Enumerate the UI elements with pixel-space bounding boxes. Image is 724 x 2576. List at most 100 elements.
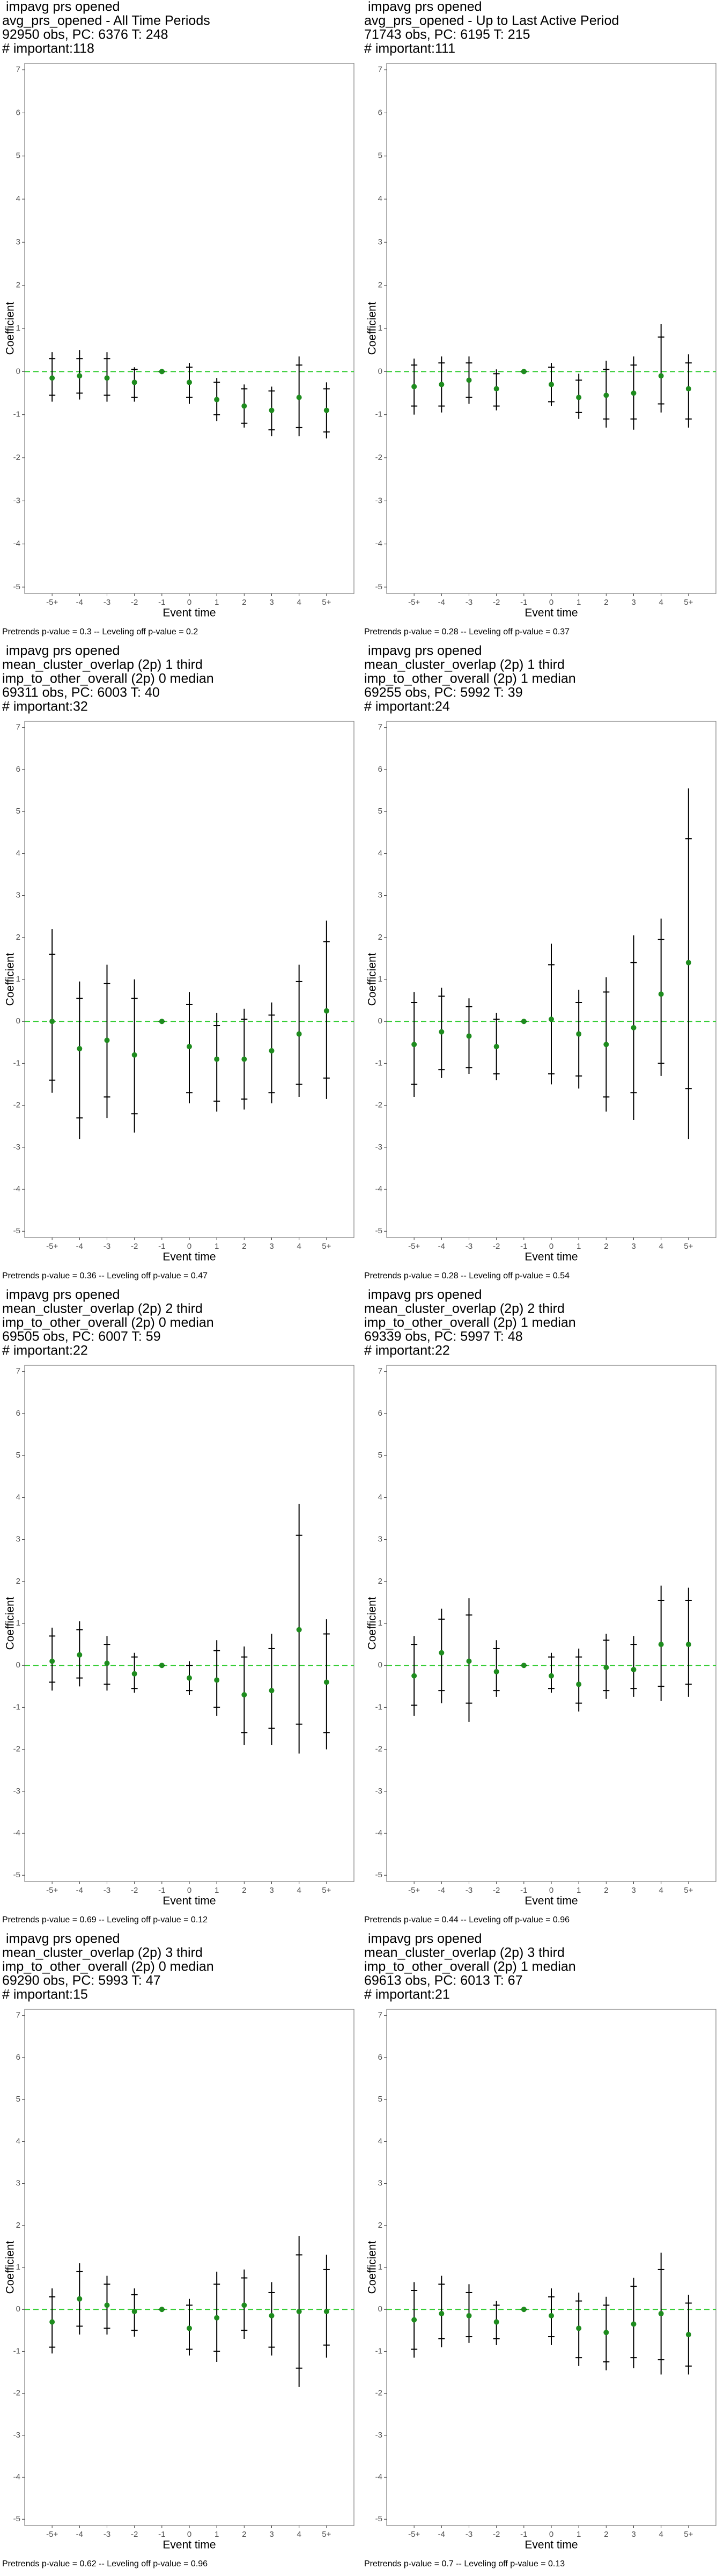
x-tick-label: -3	[466, 1886, 472, 1895]
y-tick-label: 2	[16, 2221, 20, 2230]
y-tick-label: -2	[13, 2389, 20, 2398]
y-tick-label: 0	[16, 2304, 20, 2314]
estimate-point	[241, 2302, 247, 2308]
chart-title-line: 71743 obs, PC: 6195 T: 215	[364, 27, 530, 42]
y-tick-label: 0	[378, 367, 382, 376]
estimate-point	[685, 2332, 691, 2338]
y-tick-label: -1	[375, 2346, 382, 2355]
y-axis-label: Coefficient	[366, 953, 379, 1006]
y-tick-label: -1	[13, 1702, 20, 1711]
x-tick-label: -4	[76, 1886, 83, 1895]
y-axis-label: Coefficient	[366, 1597, 379, 1650]
estimate-point	[241, 1056, 247, 1062]
x-axis-label: Event time	[524, 1251, 578, 1263]
chart-title-line: mean_cluster_overlap (2p) 3 third	[2, 1945, 203, 1960]
y-tick-label: 0	[378, 1660, 382, 1670]
x-axis-label: Event time	[524, 607, 578, 619]
estimate-point	[631, 390, 637, 396]
y-tick-label: -2	[13, 1745, 20, 1754]
footnote: Pretrends p-value = 0.28 -- Leveling off…	[364, 1271, 570, 1280]
x-tick-label: 3	[269, 1886, 274, 1895]
estimate-point	[411, 2317, 417, 2323]
x-axis-label: Event time	[524, 1895, 578, 1907]
y-tick-label: 2	[378, 933, 382, 942]
y-tick-label: 4	[378, 1492, 382, 1502]
estimate-point	[549, 1673, 554, 1679]
y-tick-label: 0	[16, 367, 20, 376]
y-tick-label: 4	[378, 2136, 382, 2146]
plot-frame	[386, 63, 716, 594]
y-tick-label: -4	[13, 539, 20, 548]
estimate-point	[549, 2312, 554, 2318]
chart-title-line: impavg prs opened	[364, 1931, 482, 1946]
x-tick-label: -3	[466, 2530, 472, 2539]
estimate-point	[658, 1642, 664, 1648]
chart-title-line: 69311 obs, PC: 6003 T: 40	[2, 685, 160, 700]
estimate-point	[411, 1673, 417, 1679]
chart-title-line: 92950 obs, PC: 6376 T: 248	[2, 27, 168, 42]
chart-title-line: mean_cluster_overlap (2p) 3 third	[364, 1945, 565, 1960]
x-tick-label: 0	[549, 1886, 553, 1895]
y-tick-label: 0	[378, 1016, 382, 1026]
y-tick-label: 5	[16, 2095, 20, 2104]
chart-title-line: 69255 obs, PC: 5992 T: 39	[364, 685, 523, 700]
x-tick-label: -4	[76, 2530, 83, 2539]
chart-title-line: # important:32	[2, 699, 88, 714]
y-tick-label: -1	[13, 1058, 20, 1067]
y-tick-label: 1	[378, 2263, 382, 2272]
y-tick-label: 3	[16, 237, 20, 246]
estimate-point	[576, 2325, 582, 2331]
footnote: Pretrends p-value = 0.69 -- Leveling off…	[2, 1915, 208, 1924]
footnote: Pretrends p-value = 0.62 -- Leveling off…	[2, 2559, 208, 2568]
estimate-point	[214, 2315, 220, 2321]
estimate-point	[131, 1671, 137, 1677]
y-tick-label: -4	[375, 1184, 382, 1194]
estimate-point	[631, 1024, 637, 1030]
x-tick-label: -1	[520, 1886, 527, 1895]
y-axis-label: Coefficient	[4, 1597, 17, 1650]
y-tick-label: 5	[16, 807, 20, 816]
y-tick-label: 2	[16, 1577, 20, 1586]
chart-title-line: impavg prs opened	[2, 0, 120, 14]
estimate-point	[493, 1044, 499, 1050]
estimate-point	[131, 379, 137, 385]
estimate-point	[439, 382, 445, 387]
y-tick-label: -3	[13, 1143, 20, 1152]
y-tick-label: -1	[375, 410, 382, 419]
chart-title-line: mean_cluster_overlap (2p) 2 third	[364, 1301, 565, 1316]
estimate-point	[603, 2330, 609, 2336]
y-tick-label: 1	[378, 324, 382, 333]
chart-title-line: 69339 obs, PC: 5997 T: 48	[364, 1329, 523, 1344]
estimate-point	[77, 373, 83, 379]
x-tick-label: 5+	[322, 598, 331, 607]
estimate-point	[131, 2309, 137, 2315]
chart-title-line: 69613 obs, PC: 6013 T: 67	[364, 1973, 523, 1988]
x-tick-label: 4	[659, 598, 663, 607]
y-tick-label: 5	[16, 151, 20, 160]
estimate-point	[521, 2307, 527, 2312]
estimate-point	[49, 1019, 55, 1024]
y-tick-label: 4	[16, 194, 20, 203]
x-tick-label: -4	[76, 598, 83, 607]
y-tick-label: 3	[378, 891, 382, 900]
estimate-point	[323, 2309, 329, 2315]
estimate-point	[439, 2311, 445, 2317]
estimate-point	[187, 1044, 192, 1050]
x-tick-label: -2	[131, 1242, 138, 1251]
x-tick-label: -1	[520, 2530, 527, 2539]
x-tick-label: -2	[493, 598, 500, 607]
estimate-point	[603, 1665, 609, 1671]
y-tick-label: 5	[378, 2095, 382, 2104]
estimate-point	[296, 394, 302, 400]
chart-title-line: mean_cluster_overlap (2p) 2 third	[2, 1301, 203, 1316]
estimate-point	[493, 2319, 499, 2325]
estimate-point	[159, 1019, 165, 1024]
estimate-point	[323, 407, 329, 413]
x-tick-label: 2	[604, 1242, 608, 1251]
x-tick-label: 3	[269, 598, 274, 607]
y-tick-label: 7	[378, 2011, 382, 2020]
